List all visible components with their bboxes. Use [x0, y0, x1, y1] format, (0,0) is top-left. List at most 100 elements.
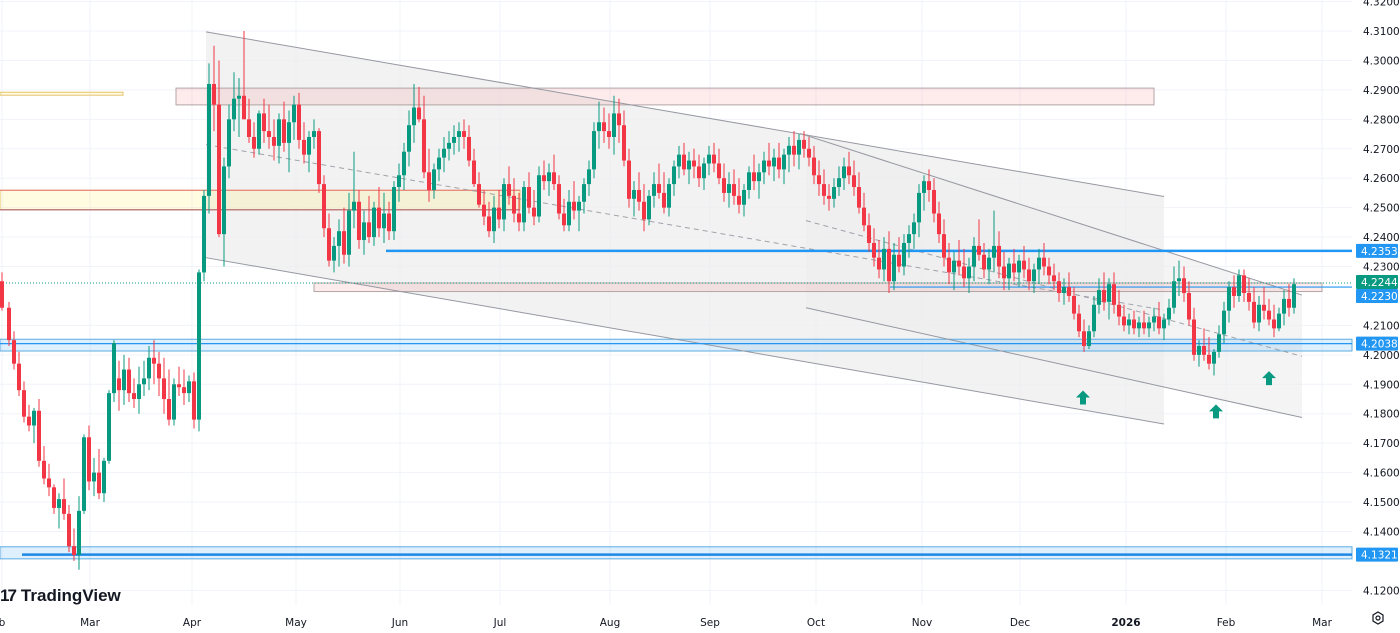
- candle-body: [997, 245, 1001, 267]
- candle-body: [37, 410, 41, 461]
- candle-body: [887, 248, 891, 282]
- candle-body: [652, 184, 656, 196]
- candle: [607, 113, 611, 149]
- candle: [847, 151, 851, 185]
- candle: [267, 104, 271, 149]
- candle-body: [142, 378, 146, 385]
- time-tick-label: Dec: [1010, 617, 1031, 629]
- candle-body: [237, 95, 241, 99]
- candle: [1287, 284, 1291, 317]
- candle-body: [982, 254, 986, 270]
- candle: [942, 219, 946, 267]
- price-tags: 4.23530 4.22440 4.22302 4.20380 4.13214: [1356, 243, 1400, 562]
- candle: [1267, 298, 1271, 326]
- candle-body: [1242, 275, 1246, 294]
- candle: [357, 189, 361, 249]
- candle-body: [1207, 354, 1211, 364]
- candle-body: [942, 234, 946, 258]
- candle: [1232, 275, 1236, 308]
- candle: [532, 189, 536, 226]
- candle-body: [1287, 298, 1291, 308]
- candle: [42, 446, 46, 485]
- candle-body: [442, 148, 446, 158]
- supply-zone: [175, 87, 1155, 106]
- price-tick-label: 4.19000: [1363, 379, 1400, 391]
- candle-body: [1022, 260, 1026, 270]
- candle-body: [127, 369, 131, 394]
- candle-body: [1017, 260, 1021, 273]
- tradingview-logo[interactable]: 17 TradingView: [0, 586, 121, 606]
- price-axis[interactable]: 4.32000 4.31000 4.30000 4.29000 4.28000 4.270…: [1363, 0, 1400, 597]
- candle-body: [882, 248, 886, 270]
- candle-body: [672, 166, 676, 185]
- candle: [427, 148, 431, 202]
- candle: [972, 237, 976, 282]
- candle-body: [637, 189, 641, 202]
- candle: [1162, 313, 1166, 341]
- candle: [337, 219, 341, 267]
- candle: [897, 237, 901, 273]
- candle: [1237, 269, 1241, 302]
- candle-body: [967, 266, 971, 279]
- candle: [752, 154, 756, 190]
- candle: [807, 136, 811, 167]
- candle-body: [372, 207, 376, 238]
- candle: [827, 184, 831, 211]
- candle: [57, 493, 61, 529]
- candle: [17, 351, 21, 397]
- candle-body: [27, 416, 31, 426]
- candle: [1292, 278, 1296, 314]
- candle-body: [797, 139, 801, 155]
- tradingview-logo-icon: 17: [0, 586, 17, 605]
- candle: [497, 189, 501, 229]
- candle: [1027, 257, 1031, 291]
- candle: [482, 189, 486, 226]
- candle-body: [32, 410, 36, 426]
- candle: [627, 148, 631, 208]
- candle: [822, 169, 826, 205]
- candle: [837, 166, 841, 196]
- candle-body: [482, 204, 486, 217]
- up-arrow-icon: [1262, 371, 1276, 386]
- candle: [212, 45, 216, 132]
- candle-body: [702, 163, 706, 179]
- price-tag-bg: [1356, 275, 1398, 290]
- candle: [612, 95, 616, 155]
- candle: [547, 163, 551, 196]
- candle-body: [1007, 263, 1011, 279]
- candle: [867, 213, 871, 252]
- candle: [1227, 281, 1231, 323]
- candle: [222, 157, 226, 267]
- candle-body: [312, 131, 316, 137]
- time-axis[interactable]: b Mar Apr May Jun Jul Aug Sep Oct Nov Dec 2026 Feb Ma…: [0, 617, 1333, 629]
- candle: [412, 83, 416, 143]
- candle-body: [397, 175, 401, 188]
- price-tag-label: 4.23530: [1361, 246, 1400, 258]
- candle-body: [217, 104, 221, 235]
- candle-body: [457, 131, 461, 137]
- candle-body: [1037, 257, 1041, 270]
- candle: [327, 213, 331, 267]
- candle: [1272, 304, 1276, 338]
- candle: [12, 331, 16, 370]
- candle-body: [1212, 351, 1216, 364]
- candle: [852, 160, 856, 196]
- price-tag-label: 4.13214: [1361, 550, 1400, 562]
- candle: [422, 95, 426, 179]
- candle: [402, 142, 406, 190]
- candle-body: [1062, 287, 1066, 294]
- candle: [167, 369, 171, 426]
- candle-body: [257, 113, 261, 149]
- candle: [932, 178, 936, 223]
- candle-body: [1262, 304, 1266, 311]
- settings-icon[interactable]: [1371, 611, 1385, 625]
- candle-body: [827, 195, 831, 199]
- candle: [202, 189, 206, 282]
- time-tick-label: Feb: [1217, 617, 1236, 629]
- candle-body: [1152, 316, 1156, 323]
- candle-body: [1067, 287, 1071, 296]
- candle: [417, 86, 421, 123]
- candle: [767, 142, 771, 176]
- candle: [812, 145, 816, 185]
